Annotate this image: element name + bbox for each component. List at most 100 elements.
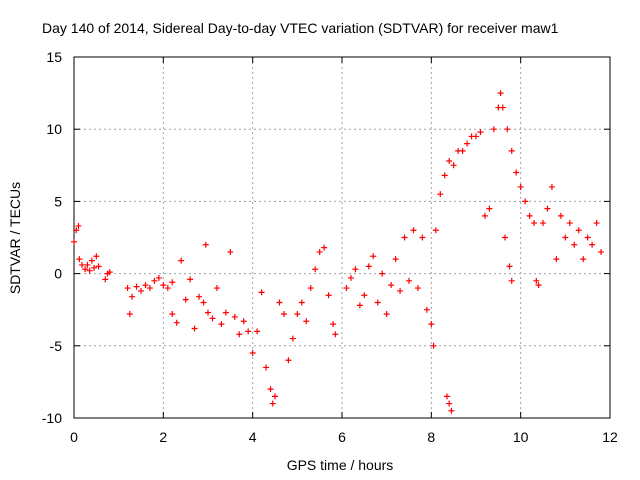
- data-point: [249, 350, 256, 357]
- data-point: [129, 293, 136, 300]
- data-point: [365, 263, 372, 270]
- data-point: [448, 407, 455, 414]
- grid: [74, 57, 610, 418]
- data-point: [182, 296, 189, 303]
- data-point: [82, 266, 89, 273]
- data-point: [102, 276, 109, 283]
- data-point: [401, 234, 408, 241]
- data-point: [361, 292, 368, 299]
- data-point: [414, 285, 421, 292]
- data-point: [126, 311, 133, 318]
- data-point: [388, 282, 395, 289]
- data-point: [352, 266, 359, 273]
- data-point: [575, 227, 582, 234]
- data-point: [213, 285, 220, 292]
- data-point: [383, 311, 390, 318]
- data-point: [508, 277, 515, 284]
- data-point: [280, 311, 287, 318]
- data-point: [276, 299, 283, 306]
- data-point: [499, 104, 506, 111]
- x-tick-label: 8: [427, 429, 435, 445]
- data-point: [486, 205, 493, 212]
- data-point: [298, 299, 305, 306]
- data-point: [535, 282, 542, 289]
- data-point: [196, 293, 203, 300]
- data-point: [410, 227, 417, 234]
- data-point: [392, 256, 399, 263]
- data-point: [303, 318, 310, 325]
- data-point: [285, 357, 292, 364]
- chart-title: Day 140 of 2014, Sidereal Day-to-day VTE…: [42, 20, 559, 36]
- x-axis-label: GPS time / hours: [287, 457, 394, 473]
- data-point: [316, 248, 323, 255]
- data-point: [481, 212, 488, 219]
- data-point: [240, 318, 247, 325]
- data-point: [553, 256, 560, 263]
- data-point: [347, 274, 354, 281]
- data-point: [93, 253, 100, 260]
- data-point: [191, 325, 198, 332]
- data-point: [584, 234, 591, 241]
- data-point: [289, 335, 296, 342]
- data-point: [379, 270, 386, 277]
- data-point: [75, 222, 82, 229]
- y-tick-label: -10: [42, 410, 62, 426]
- data-point: [71, 238, 77, 245]
- data-point: [202, 241, 209, 248]
- data-point: [155, 274, 162, 281]
- data-point: [526, 212, 533, 219]
- data-point: [473, 133, 479, 140]
- data-point: [218, 321, 225, 328]
- data-point: [571, 241, 578, 248]
- data-point: [272, 393, 278, 400]
- data-point: [227, 248, 234, 255]
- data-point: [446, 157, 453, 164]
- data-point: [443, 393, 450, 400]
- data-point: [580, 256, 587, 263]
- data-point: [294, 311, 301, 318]
- data-point: [598, 248, 605, 255]
- data-point: [531, 220, 538, 227]
- data-point: [88, 257, 95, 264]
- data-point: [205, 309, 211, 316]
- data-point: [423, 306, 430, 313]
- data-point: [490, 126, 497, 133]
- data-point: [540, 220, 546, 227]
- x-tick-label: 2: [159, 429, 167, 445]
- data-point: [178, 257, 185, 264]
- data-point: [321, 244, 328, 251]
- data-point: [428, 321, 435, 328]
- data-point: [419, 234, 426, 241]
- data-point: [142, 282, 149, 289]
- data-point: [151, 277, 158, 284]
- data-point: [522, 198, 529, 205]
- data-point: [506, 263, 513, 270]
- data-point: [269, 400, 276, 407]
- data-point: [173, 319, 180, 326]
- data-point: [254, 328, 261, 335]
- data-point: [263, 364, 270, 371]
- data-point: [231, 313, 238, 320]
- x-tick-label: 4: [249, 429, 257, 445]
- y-tick-label: 15: [46, 49, 62, 65]
- data-point: [73, 227, 80, 234]
- data-point: [91, 264, 98, 271]
- data-point: [548, 183, 555, 190]
- data-point: [79, 261, 86, 268]
- y-tick-label: 0: [54, 266, 62, 282]
- data-point: [95, 263, 102, 270]
- data-point: [169, 279, 176, 286]
- data-series: [71, 90, 605, 414]
- data-point: [441, 172, 448, 179]
- data-point: [86, 267, 93, 274]
- data-point: [533, 277, 540, 284]
- data-point: [513, 169, 520, 176]
- data-point: [562, 234, 569, 241]
- data-point: [477, 129, 484, 136]
- x-tick-label: 0: [70, 429, 78, 445]
- data-point: [187, 276, 194, 283]
- data-point: [432, 227, 439, 234]
- data-point: [236, 331, 243, 338]
- data-point: [397, 287, 404, 294]
- data-point: [508, 147, 515, 154]
